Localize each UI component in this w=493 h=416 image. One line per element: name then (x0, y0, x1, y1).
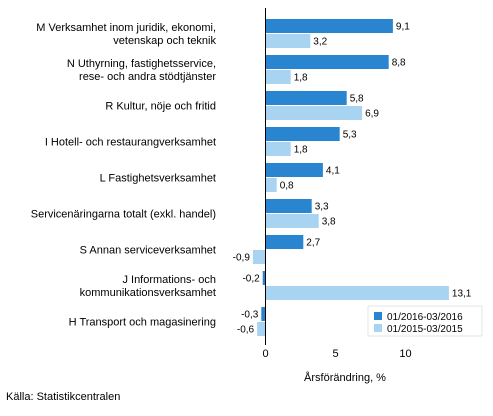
data-label: -0,6 (237, 325, 255, 336)
bar (265, 286, 449, 300)
category-label: L Fastighetsverksamhet (100, 173, 216, 185)
bars-group (252, 19, 449, 336)
x-tick-label: 0 (262, 348, 268, 360)
category-label-line: H Transport och magasinering (69, 317, 216, 329)
bar (265, 178, 277, 192)
category-label: H Transport och magasinering (69, 317, 216, 329)
bar (265, 163, 323, 177)
category-label-line: L Fastighetsverksamhet (100, 173, 216, 185)
bar (265, 34, 311, 48)
x-axis-title: Årsförändring, % (304, 371, 386, 384)
data-label: 3,2 (313, 37, 327, 48)
x-axis-ticks: 0 5 10 (262, 348, 411, 360)
category-labels: M Verksamhet inom juridik, ekonomi, veten… (31, 22, 217, 329)
legend-entry: 01/2016-03/2016 (387, 312, 463, 323)
category-label: M Verksamhet inom juridik, ekonomi, veten… (36, 22, 216, 47)
category-label: I Hotell- och restaurangverksamhet (45, 137, 216, 149)
category-label-line: M Verksamhet inom juridik, ekonomi, (36, 22, 216, 34)
data-label: 8,8 (392, 58, 406, 69)
data-label: 1,8 (294, 145, 308, 156)
category-label: J Informations- och kommunikationsverksam… (80, 274, 216, 299)
category-label: S Annan serviceverksamhet (80, 245, 216, 257)
x-tick-label: 5 (332, 348, 338, 360)
bar (265, 19, 393, 33)
bar (257, 322, 266, 336)
bar (252, 250, 266, 264)
bar (265, 106, 363, 120)
bar (265, 55, 389, 69)
data-label: 9,1 (396, 22, 410, 33)
category-label-line: rese- och andra stödtjänster (79, 71, 216, 83)
legend-swatch (374, 312, 382, 320)
bar (262, 271, 266, 285)
data-label: 5,3 (343, 130, 357, 141)
data-label: 2,7 (306, 238, 320, 249)
data-label: 4,1 (326, 166, 340, 177)
category-label-line: S Annan serviceverksamhet (80, 245, 216, 257)
data-label: -0,3 (241, 310, 259, 321)
category-label-line: J Informations- och (122, 274, 216, 286)
bar (265, 142, 291, 156)
category-label: Servicenäringarna totalt (exkl. handel) (31, 209, 216, 221)
category-label: N Uthyrning, fastighetsservice, rese- och… (67, 58, 217, 83)
data-label: 13,1 (452, 289, 472, 300)
category-label-line: R Kultur, nöje och fritid (105, 101, 216, 113)
category-label-line: Servicenäringarna totalt (exkl. handel) (31, 209, 216, 221)
bar (265, 127, 340, 141)
bar (265, 70, 291, 84)
data-label: 3,8 (322, 217, 336, 228)
bar (265, 214, 319, 228)
bar (265, 199, 312, 213)
category-label: R Kultur, nöje och fritid (105, 101, 216, 113)
data-label: 3,3 (315, 202, 329, 213)
category-label-line: kommunikationsverksamhet (80, 287, 216, 299)
x-tick-label: 10 (399, 348, 411, 360)
bar (261, 307, 266, 321)
bar (265, 91, 347, 105)
data-label: 6,9 (365, 109, 379, 120)
category-label-line: vetenskap och teknik (113, 35, 216, 47)
data-label: -0,9 (233, 253, 251, 264)
value-labels: 9,1 3,2 8,8 1,8 5,86,9 5,3 1,8 4,1 0,8 3,3 3,82,7 -… (233, 22, 472, 336)
legend-swatch (374, 324, 382, 332)
data-label: 0,8 (280, 181, 294, 192)
category-label-line: N Uthyrning, fastighetsservice, (67, 58, 216, 70)
data-label: -0,2 (242, 274, 260, 285)
source-note: Källa: Statistikcentralen (6, 391, 121, 403)
category-label-line: I Hotell- och restaurangverksamhet (45, 137, 216, 149)
legend-box (367, 305, 483, 337)
data-label: 1,8 (294, 73, 308, 84)
bar (265, 235, 304, 249)
legend-entry: 01/2015-03/2015 (387, 324, 463, 335)
data-label: 5,8 (350, 94, 364, 105)
